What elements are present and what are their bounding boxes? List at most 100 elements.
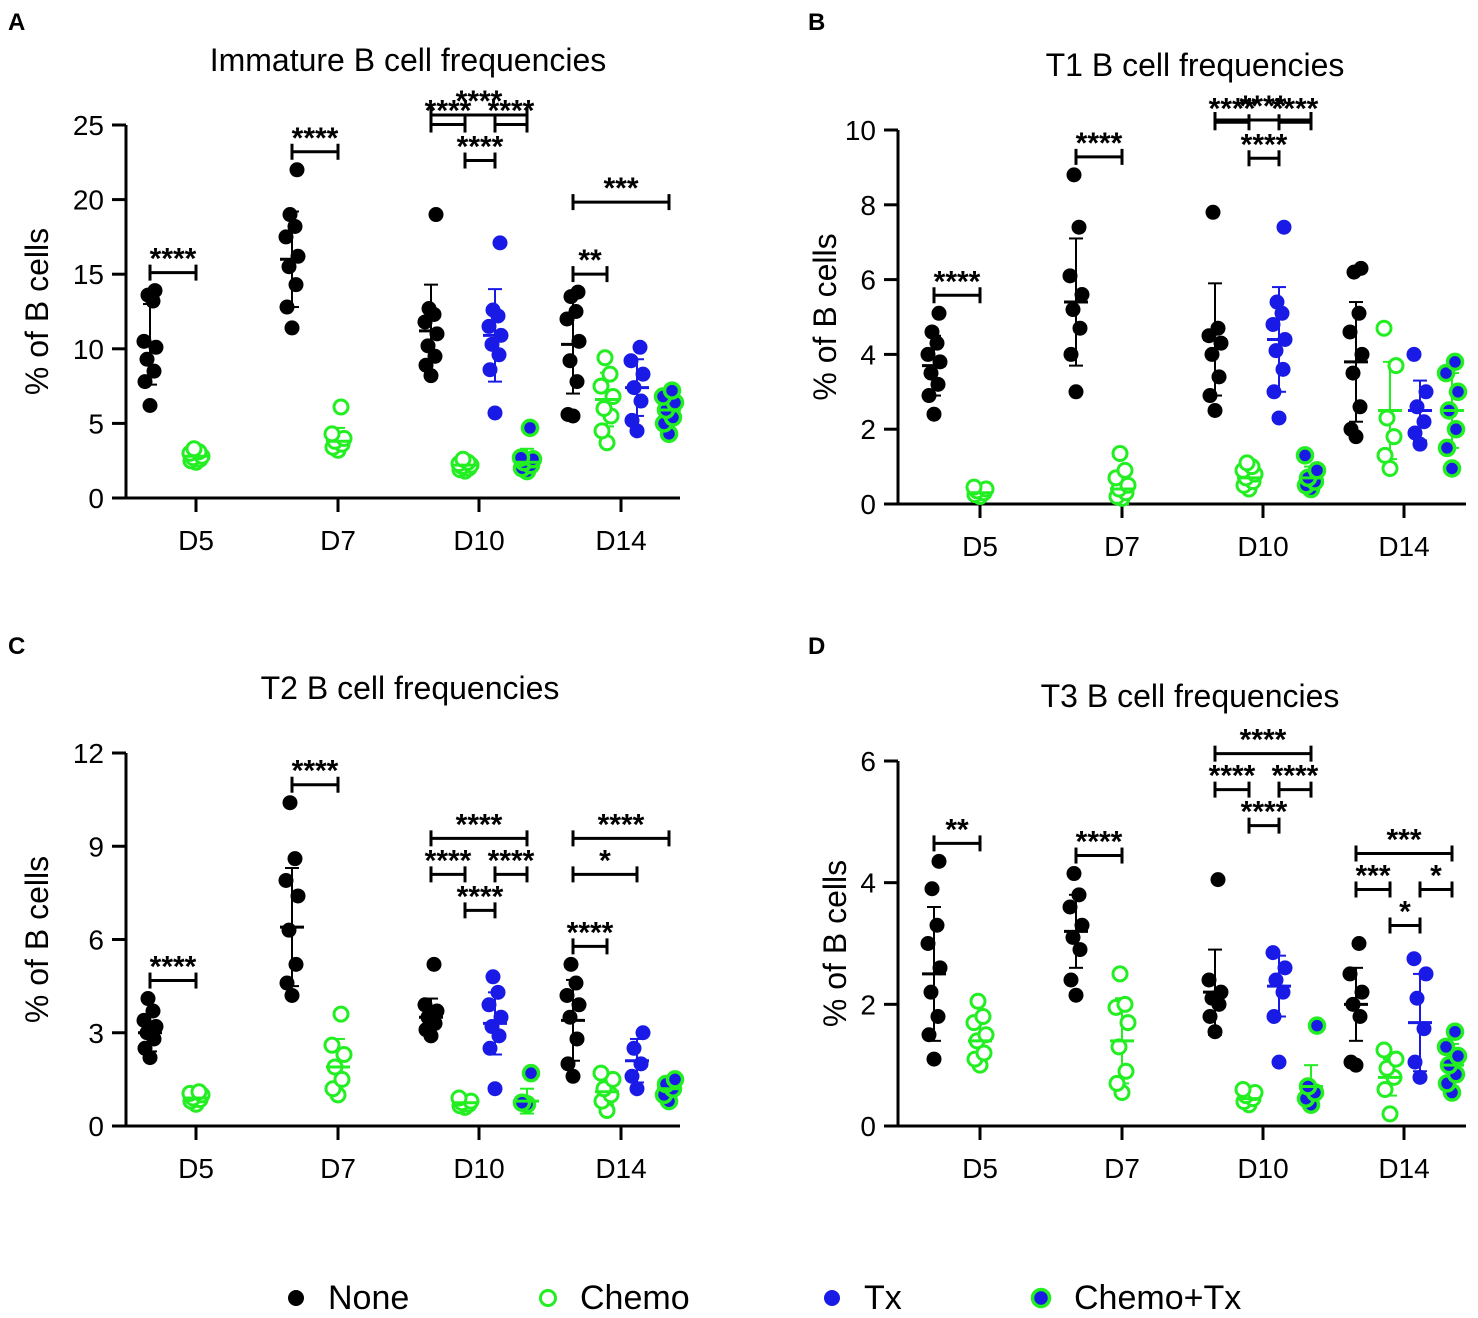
point-chemo-tx: [1307, 1016, 1327, 1035]
point-none: [1343, 421, 1359, 437]
point-none: [929, 917, 945, 933]
point-chemo: [1238, 454, 1256, 472]
y-axis-label: % of B cells: [19, 856, 55, 1023]
point-none: [290, 888, 306, 904]
x-tick-label: D7: [1104, 1153, 1140, 1184]
point-tx: [1416, 1021, 1432, 1037]
point-chemo-tx: [1448, 1046, 1468, 1066]
panel-letter: A: [8, 9, 25, 36]
point-chemo: [1234, 1081, 1252, 1098]
point-none: [281, 922, 297, 938]
chart-title: Immature B cell frequencies: [210, 42, 607, 78]
point-tx: [1268, 972, 1284, 988]
point-tx: [633, 1056, 649, 1072]
y-tick-label: 15: [73, 259, 104, 290]
legend-label-none: None: [328, 1278, 410, 1317]
point-chemo: [185, 440, 203, 458]
y-tick-label: 0: [860, 489, 876, 520]
point-tx: [1268, 343, 1284, 359]
point-chemo: [1116, 461, 1134, 479]
y-tick-label: 10: [73, 334, 104, 365]
point-none: [926, 1051, 942, 1067]
sig-label: ****: [1272, 760, 1319, 793]
legend: None Chemo Tx Chemo+Tx: [0, 1278, 1478, 1318]
sig-label: ****: [1209, 92, 1256, 125]
point-tx: [481, 318, 497, 334]
point-none: [1343, 1054, 1359, 1070]
x-tick-label: D5: [962, 1153, 998, 1184]
point-tx: [1265, 945, 1281, 961]
point-none: [1211, 369, 1227, 385]
point-tx: [1276, 219, 1292, 235]
point-chemo: [1375, 319, 1393, 337]
point-tx: [487, 1081, 503, 1097]
point-none: [148, 1019, 164, 1035]
legend-item-none: None: [286, 1278, 409, 1318]
y-tick-label: 10: [845, 115, 876, 146]
point-chemo-tx: [1448, 382, 1468, 402]
point-tx: [1274, 305, 1290, 321]
x-tick-label: D10: [453, 525, 504, 556]
point-chemo-tx: [1446, 419, 1466, 439]
point-chemo: [1116, 995, 1134, 1013]
point-tx: [1409, 990, 1425, 1006]
sig-label: ****: [1240, 724, 1287, 757]
sig-label: **: [578, 244, 602, 277]
point-chemo-tx: [662, 381, 682, 400]
point-chemo-tx: [520, 418, 540, 438]
point-none: [1352, 399, 1368, 415]
point-none: [1207, 1024, 1223, 1040]
point-chemo: [592, 377, 610, 395]
point-none: [139, 351, 155, 367]
point-none: [289, 162, 305, 178]
point-chemo: [969, 992, 987, 1010]
x-tick-label: D14: [1378, 1153, 1429, 1184]
sig-label: ****: [456, 85, 503, 118]
point-chemo-tx: [1437, 438, 1457, 458]
point-tx: [493, 1009, 509, 1025]
point-none: [1207, 403, 1223, 418]
point-none: [1074, 287, 1090, 303]
point-none: [1353, 260, 1369, 276]
point-tx: [1407, 425, 1423, 441]
point-none: [1066, 866, 1082, 882]
point-none: [278, 229, 294, 245]
point-none: [284, 987, 300, 1003]
point-chemo: [1111, 445, 1129, 463]
point-none: [1063, 972, 1079, 988]
y-tick-label: 9: [88, 831, 104, 862]
point-none: [559, 987, 575, 1003]
point-none: [1354, 346, 1370, 362]
point-none: [1351, 936, 1367, 951]
point-none: [563, 956, 579, 972]
point-tx: [626, 1040, 642, 1056]
y-tick-label: 4: [860, 868, 876, 899]
point-none: [570, 284, 586, 300]
point-tx: [1266, 1009, 1282, 1024]
y-tick-label: 0: [860, 1111, 876, 1142]
point-none: [1210, 872, 1226, 888]
point-tx: [624, 1068, 640, 1084]
sig-label: ****: [457, 131, 504, 164]
point-chemo: [1387, 1050, 1405, 1068]
point-chemo-tx: [1442, 459, 1462, 478]
point-none: [921, 1027, 937, 1043]
y-tick-label: 8: [860, 190, 876, 221]
point-chemo: [1108, 1074, 1126, 1092]
point-none: [417, 997, 433, 1013]
point-none: [287, 218, 303, 234]
point-chemo: [332, 398, 350, 416]
point-chemo-tx: [521, 1063, 541, 1083]
x-tick-label: D7: [320, 1153, 356, 1184]
point-chemo: [596, 349, 614, 367]
point-none: [929, 335, 945, 351]
point-tx: [485, 969, 501, 985]
figure-canvas: A Immature B cell frequencies % of B cells…: [8, 9, 1468, 1184]
point-tx: [1407, 1054, 1423, 1070]
point-none: [145, 1003, 161, 1019]
sig-label: ****: [1241, 796, 1288, 829]
point-tx: [635, 366, 651, 382]
legend-item-chemo-tx: Chemo+Tx: [1030, 1278, 1241, 1318]
point-none: [1202, 388, 1218, 404]
point-tx: [1412, 436, 1428, 452]
